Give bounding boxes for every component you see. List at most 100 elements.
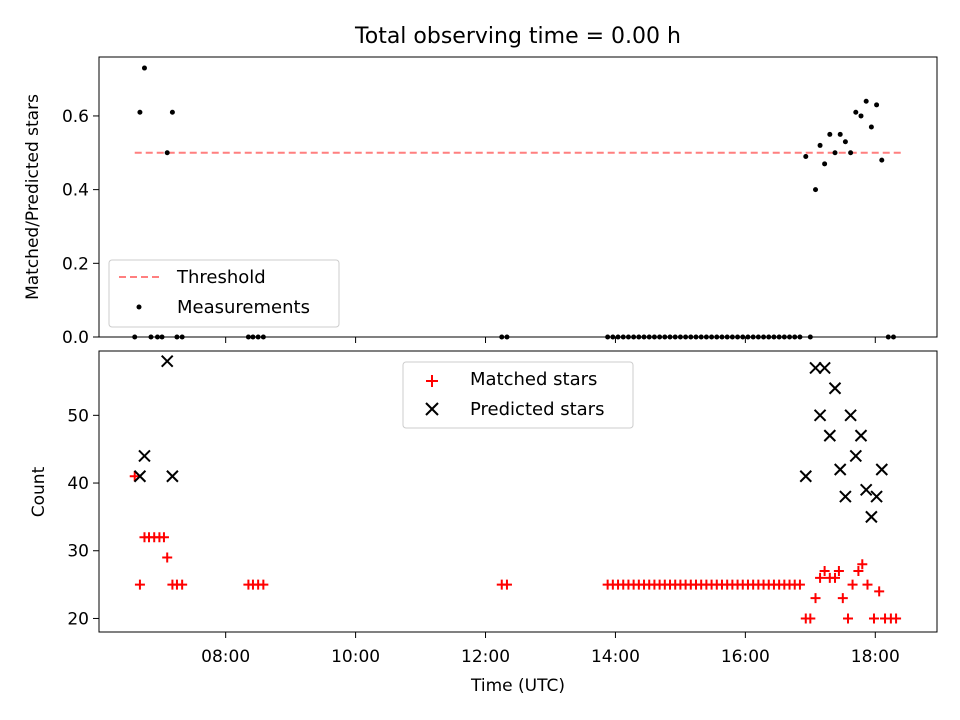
matched-star-point [868,613,879,624]
predicted-star-point [875,463,888,476]
measurement-point [863,98,869,104]
matched-star-point [843,613,854,624]
bottom-legend-box [402,361,634,429]
top-axes-frame [98,56,938,338]
x-tick-label: 10:00 [331,647,380,667]
predicted-star-point [834,463,847,476]
measurement-point [832,150,838,156]
legend-predicted-label: Predicted stars [470,399,604,420]
legend-threshold-label: Threshold [176,267,266,288]
predicted-star-point [161,354,174,368]
matched-stars-points [129,471,902,624]
matched-star-point [158,532,169,543]
measurement-point [817,142,823,148]
bottom-ylabel: Count [29,466,49,517]
matched-star-point [857,559,868,570]
measurement-point [853,109,859,115]
bottom-x-ticks: 08:00 10:00 12:00 14:00 16:00 18:00 [201,632,900,667]
measurement-point [827,131,833,137]
top-ylabel: Matched/Predicted stars [23,94,43,300]
matched-star-point [833,566,844,577]
predicted-star-point [138,449,151,463]
predicted-stars-points [133,354,888,524]
predicted-star-point [865,510,878,524]
predicted-star-point [813,409,827,422]
measurement-point [848,150,854,156]
legend-matched-label: Matched stars [470,369,597,390]
top-title: Total observing time = 0.00 h [354,24,681,49]
predicted-star-point [854,429,868,442]
bottom-legend: Matched stars Predicted stars [402,361,634,429]
measurement-point [169,109,175,115]
predicted-star-point [828,382,842,395]
matched-star-point [129,471,140,482]
legend-measurements-label: Measurements [177,297,310,318]
top-legend-box [108,259,340,328]
measurement-point [137,109,143,115]
matched-star-point [853,566,864,577]
matched-star-point [819,566,830,577]
top-legend: Threshold Measurements [108,259,340,328]
predicted-star-point [859,483,873,497]
matched-star-point [162,552,173,563]
y-tick-label: 40 [67,474,89,494]
matched-star-point [134,579,145,590]
measurement-point [164,150,170,156]
predicted-star-point [133,470,147,483]
predicted-star-point [809,361,822,375]
legend-predicted-swatch [425,402,439,416]
measurement-point [803,153,809,159]
x-tick-label: 16:00 [721,647,770,667]
top-y-ticks: 0.0 0.2 0.4 0.6 [62,107,99,348]
matched-star-point [847,579,858,590]
top-panel: Total observing time = 0.00 h Matched/Pr… [23,24,938,348]
x-tick-label: 12:00 [461,647,510,667]
bottom-y-ticks: 20 30 40 50 [67,406,99,629]
y-tick-label: 50 [67,406,89,426]
predicted-star-point [818,361,831,375]
matched-star-point [794,579,805,590]
matched-star-point [815,572,826,583]
measurement-point [858,113,864,119]
x-tick-label: 18:00 [851,647,900,667]
y-tick-label: 0.0 [62,328,89,348]
predicted-star-point [823,429,837,442]
x-tick-label: 08:00 [201,647,250,667]
predicted-star-point [166,470,179,483]
matched-star-point [830,572,841,583]
matched-star-point [862,579,873,590]
measurement-point [874,102,880,108]
matched-star-point [258,579,269,590]
y-tick-label: 30 [67,542,89,562]
predicted-star-point [849,449,863,463]
measurement-point [879,157,885,163]
matched-star-point [501,579,512,590]
legend-measurements-swatch [136,304,142,310]
matched-star-point [177,579,188,590]
y-tick-label: 0.6 [62,107,89,127]
top-x-ticks [225,337,876,343]
bottom-axes-frame [98,350,938,633]
bottom-panel: Count Time (UTC) 20 30 40 50 08:00 10:00 12:0… [29,350,938,696]
matched-star-point [891,613,902,624]
measurement-point [813,187,819,193]
legend-matched-swatch [426,375,438,387]
y-tick-label: 0.4 [62,181,89,201]
predicted-star-point [839,490,852,503]
x-tick-label: 14:00 [591,647,640,667]
matched-star-point [805,613,816,624]
matched-star-point [837,593,848,604]
measurement-point [842,139,848,145]
measurement-point [837,131,843,137]
bottom-xlabel: Time (UTC) [470,676,565,696]
y-tick-label: 0.2 [62,254,89,274]
y-tick-label: 20 [67,609,89,629]
predicted-star-point [870,490,883,503]
predicted-star-point [799,470,812,483]
measurement-point [822,161,828,167]
predicted-star-point [844,409,857,422]
matched-star-point [810,593,821,604]
measurement-point [868,124,874,130]
matched-star-point [874,586,885,597]
